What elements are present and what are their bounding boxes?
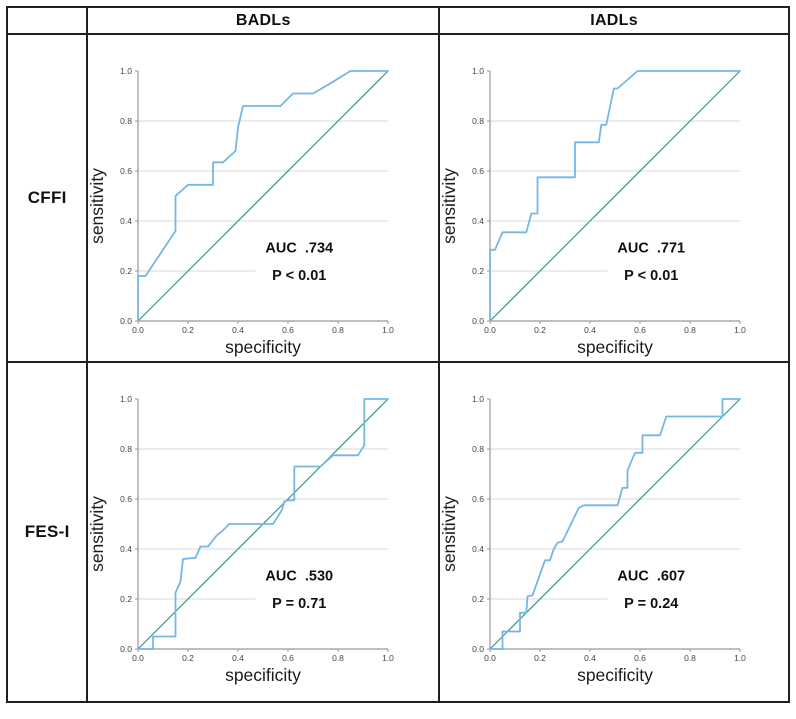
x-tick-label: 0.2 [182, 653, 194, 663]
y-tick-label: 0.0 [121, 316, 133, 326]
x-tick-label: 0.0 [484, 653, 496, 663]
y-tick-label: 1.0 [472, 66, 484, 76]
y-tick-label: 0.6 [121, 494, 133, 504]
y-tick-label: 0.2 [121, 266, 133, 276]
roc-curve-line [489, 398, 742, 650]
x-tick-label: 0.2 [534, 653, 546, 663]
x-tick-label: 0.8 [684, 325, 696, 335]
x-tick-label: 0.2 [534, 325, 546, 335]
x-tick-label: 1.0 [734, 325, 746, 335]
cell-fesi-iadls: 0.0 0.0 0.2 0.2 0.4 0.4 0.6 0.6 0.8 0.8 1.0 1.0 spec… [438, 361, 790, 703]
roc-table: BADLs IADLs CFFI 0.0 0.0 0.2 0.2 0.4 0.4 0.6 0.… [5, 6, 790, 703]
x-tick-label: 0.4 [584, 653, 596, 663]
y-axis-title: sensitivity [440, 168, 459, 244]
x-tick-label: 0.8 [332, 325, 344, 335]
roc-chart-fesi-iadls: 0.0 0.0 0.2 0.2 0.4 0.4 0.6 0.6 0.8 0.8 1.0 1.0 spec… [439, 363, 784, 685]
y-tick-label: 1.0 [472, 394, 484, 404]
roc-chart-cffi-iadls: 0.0 0.0 0.2 0.2 0.4 0.4 0.6 0.6 0.8 0.8 1.0 1.0 spec… [439, 35, 784, 357]
col-header-badls: BADLs [86, 6, 441, 35]
x-tick-label: 1.0 [382, 653, 394, 663]
cell-fesi-badls: 0.0 0.0 0.2 0.2 0.4 0.4 0.6 0.6 0.8 0.8 1.0 1.0 spec… [86, 361, 441, 703]
x-tick-label: 0.6 [634, 653, 646, 663]
reference-diagonal-line [489, 398, 741, 650]
reference-diagonal-line [489, 70, 741, 322]
y-tick-label: 0.4 [472, 216, 484, 226]
y-tick-label: 1.0 [121, 66, 133, 76]
corner-cell [5, 6, 89, 35]
x-tick-label: 1.0 [734, 653, 746, 663]
row-header-cffi: CFFI [5, 33, 89, 363]
y-tick-label: 0.4 [472, 544, 484, 554]
reference-diagonal-line [137, 70, 389, 322]
auc-annotation: AUC .771 [618, 240, 686, 256]
y-tick-label: 0.8 [121, 444, 133, 454]
x-axis-title: specificity [577, 337, 653, 357]
roc-chart-fesi-badls: 0.0 0.0 0.2 0.2 0.4 0.4 0.6 0.6 0.8 0.8 1.0 1.0 spec… [87, 363, 432, 685]
roc-plot-svg: 0.00.0 0.2 0.2 0.4 0.4 0.6 0.6 0.8 0.8 1.0 1.0 spec… [439, 66, 746, 357]
x-tick-label: 0.4 [232, 325, 244, 335]
y-tick-label: 0.0 [472, 316, 484, 326]
y-tick-label: 0.2 [472, 594, 484, 604]
auc-annotation: AUC .607 [618, 568, 686, 584]
auc-annotation: AUC .734 [266, 240, 334, 256]
x-axis-title: specificity [225, 337, 301, 357]
p-value-annotation: P < 0.01 [624, 268, 678, 284]
y-tick-label: 0.6 [472, 494, 484, 504]
x-tick-label: 0.4 [232, 653, 244, 663]
y-tick-label: 0.8 [472, 444, 484, 454]
cell-cffi-badls: 0.0 0.0 0.2 0.2 0.4 0.4 0.6 0.6 0.8 0.8 1.0 1.0 spec… [86, 33, 441, 363]
annotation-background [255, 231, 389, 291]
x-tick-label: 0.6 [634, 325, 646, 335]
y-axis-title: sensitivity [440, 496, 459, 572]
y-tick-label: 0.8 [472, 116, 484, 126]
x-tick-label: 0.6 [282, 325, 294, 335]
p-value-annotation: P < 0.01 [273, 268, 327, 284]
cell-cffi-iadls: 0.0 0.0 0.2 0.2 0.4 0.4 0.6 0.6 0.8 0.8 1.0 1.0 spec… [438, 33, 790, 363]
y-tick-label: 1.0 [121, 394, 133, 404]
x-tick-label: 0.8 [332, 653, 344, 663]
y-axis-title: sensitivity [88, 496, 107, 572]
col-header-iadls: IADLs [438, 6, 790, 35]
roc-plot-svg: 0.00.0 0.2 0.2 0.4 0.4 0.6 0.6 0.8 0.8 1.0 1.0 spec… [439, 394, 746, 685]
y-tick-label: 0.6 [472, 166, 484, 176]
x-tick-label: 0.6 [282, 653, 294, 663]
row-fesi: FES-I 0.0 0.0 0.2 0.2 0.4 0.4 0.6 0.6 0.8 0.8 1.0 1… [5, 361, 790, 703]
header-row: BADLs IADLs [5, 6, 790, 35]
y-tick-label: 0.0 [472, 644, 484, 654]
roc-curve-line [137, 70, 390, 322]
roc-curve-line [137, 398, 390, 650]
x-tick-label: 0.2 [182, 325, 194, 335]
roc-plot-svg: 0.00.0 0.2 0.2 0.4 0.4 0.6 0.6 0.8 0.8 1.0 1.0 spec… [87, 66, 394, 357]
x-tick-label: 0.0 [484, 325, 496, 335]
row-header-fesi: FES-I [5, 361, 89, 703]
roc-plot-svg: 0.00.0 0.2 0.2 0.4 0.4 0.6 0.6 0.8 0.8 1.0 1.0 spec… [87, 394, 394, 685]
auc-annotation: AUC .530 [266, 568, 334, 584]
row-cffi: CFFI 0.0 0.0 0.2 0.2 0.4 0.4 0.6 0.6 0.8 0.8 1.0 1.… [5, 33, 790, 363]
y-tick-label: 0.2 [121, 594, 133, 604]
annotation-background [607, 559, 741, 619]
roc-curve-line [489, 70, 742, 322]
x-tick-label: 0.8 [684, 653, 696, 663]
y-tick-label: 0.4 [121, 544, 133, 554]
y-tick-label: 0.2 [472, 266, 484, 276]
y-tick-label: 0.0 [121, 644, 133, 654]
y-tick-label: 0.8 [121, 116, 133, 126]
p-value-annotation: P = 0.71 [273, 596, 327, 612]
p-value-annotation: P = 0.24 [624, 596, 678, 612]
x-tick-label: 1.0 [382, 325, 394, 335]
annotation-background [255, 559, 389, 619]
y-axis-title: sensitivity [88, 168, 107, 244]
x-axis-title: specificity [577, 665, 653, 685]
annotation-background [607, 231, 741, 291]
x-tick-label: 0.0 [132, 653, 144, 663]
x-tick-label: 0.4 [584, 325, 596, 335]
x-tick-label: 0.0 [132, 325, 144, 335]
y-tick-label: 0.6 [121, 166, 133, 176]
y-tick-label: 0.4 [121, 216, 133, 226]
roc-chart-cffi-badls: 0.0 0.0 0.2 0.2 0.4 0.4 0.6 0.6 0.8 0.8 1.0 1.0 spec… [87, 35, 432, 357]
x-axis-title: specificity [225, 665, 301, 685]
